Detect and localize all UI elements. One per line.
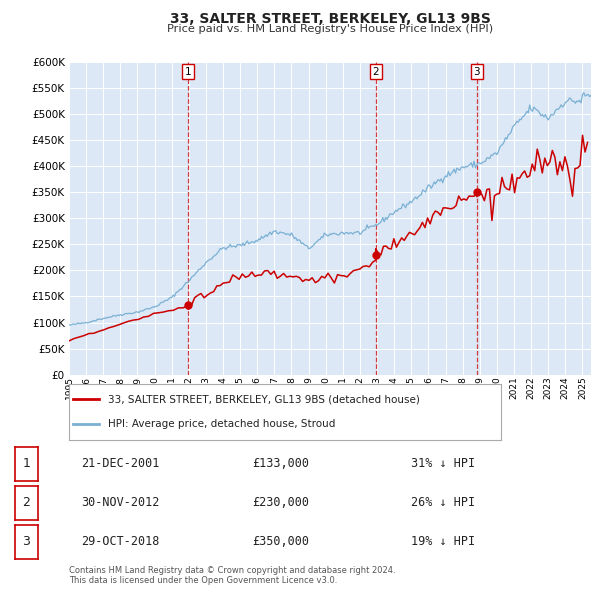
Text: 26% ↓ HPI: 26% ↓ HPI	[411, 496, 475, 509]
Text: £230,000: £230,000	[252, 496, 309, 509]
Text: 1: 1	[185, 67, 191, 77]
Text: HPI: Average price, detached house, Stroud: HPI: Average price, detached house, Stro…	[108, 419, 335, 429]
Text: 21-DEC-2001: 21-DEC-2001	[81, 457, 160, 470]
Text: 33, SALTER STREET, BERKELEY, GL13 9BS (detached house): 33, SALTER STREET, BERKELEY, GL13 9BS (d…	[108, 394, 420, 404]
Text: Contains HM Land Registry data © Crown copyright and database right 2024.
This d: Contains HM Land Registry data © Crown c…	[69, 566, 395, 585]
Text: 29-OCT-2018: 29-OCT-2018	[81, 535, 160, 548]
Text: 30-NOV-2012: 30-NOV-2012	[81, 496, 160, 509]
Text: £133,000: £133,000	[252, 457, 309, 470]
Text: Price paid vs. HM Land Registry's House Price Index (HPI): Price paid vs. HM Land Registry's House …	[167, 24, 493, 34]
Text: 1: 1	[22, 457, 31, 470]
Text: 33, SALTER STREET, BERKELEY, GL13 9BS: 33, SALTER STREET, BERKELEY, GL13 9BS	[170, 12, 490, 26]
Text: 3: 3	[473, 67, 480, 77]
Text: 19% ↓ HPI: 19% ↓ HPI	[411, 535, 475, 548]
Text: 2: 2	[22, 496, 31, 509]
Text: 31% ↓ HPI: 31% ↓ HPI	[411, 457, 475, 470]
Text: £350,000: £350,000	[252, 535, 309, 548]
Text: 3: 3	[22, 535, 31, 548]
Text: 2: 2	[373, 67, 379, 77]
